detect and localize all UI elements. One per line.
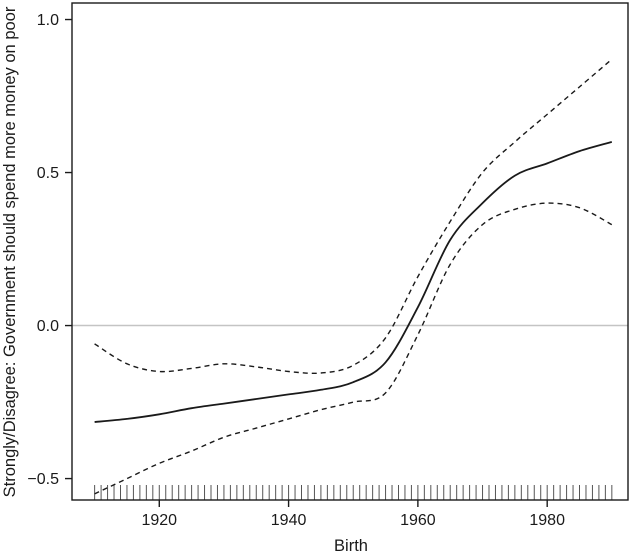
- upper-confidence-band-curve: [94, 58, 613, 375]
- x-tick-label: 1960: [400, 512, 436, 529]
- x-axis-title: Birth: [334, 537, 368, 555]
- y-axis-title: Strongly/Disagree: Government should spe…: [1, 6, 19, 497]
- y-tick-label: −0.5: [27, 471, 59, 488]
- smoothed-fit-curve: [94, 141, 613, 423]
- plot-frame: [71, 2, 629, 501]
- lower-confidence-band-curve: [94, 202, 613, 495]
- y-tick-label: 0.0: [37, 318, 59, 335]
- x-tick-label: 1920: [141, 512, 177, 529]
- y-tick-label: 0.5: [37, 165, 59, 182]
- y-tick-label: 1.0: [37, 12, 59, 29]
- chart-layer: 1.0 0.5 0.0 −0.5 1920 1940 1960 1980: [27, 2, 629, 529]
- x-tick-label: 1980: [529, 512, 565, 529]
- x-tick-label: 1940: [271, 512, 307, 529]
